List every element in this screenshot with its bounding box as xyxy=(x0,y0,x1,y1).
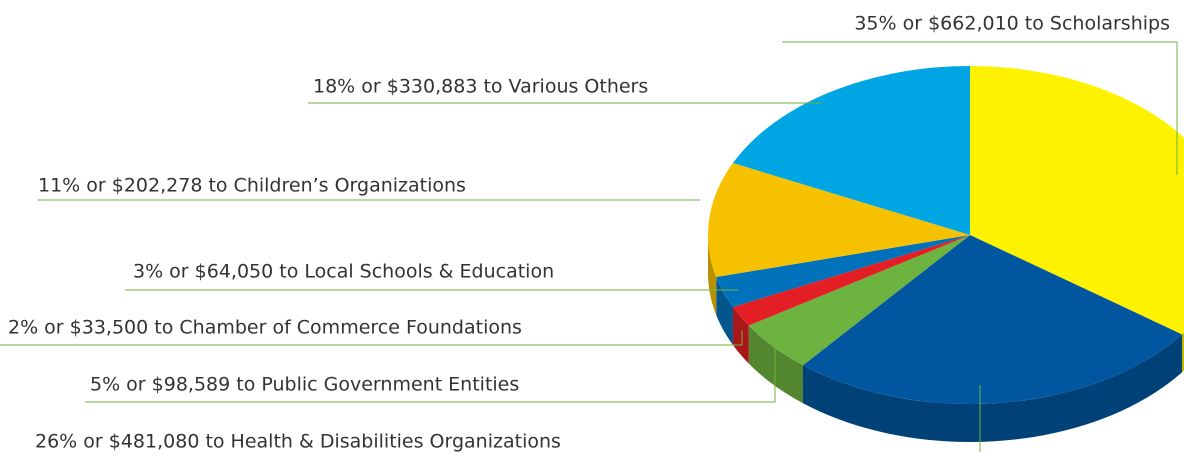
slice xyxy=(970,66,1184,335)
leader-line xyxy=(0,330,743,346)
slice xyxy=(716,235,970,307)
slice-side xyxy=(802,334,1182,442)
slice xyxy=(732,235,970,326)
slice-label: 11% or $202,278 to Children’s Organizati… xyxy=(38,175,466,197)
slice-side xyxy=(732,306,749,364)
slice-label: 2% or $33,500 to Chamber of Commerce Fou… xyxy=(8,317,522,339)
slice-side xyxy=(708,235,717,316)
slice-label: 26% or $481,080 to Health & Disabilities… xyxy=(35,431,561,453)
slice-label: 3% or $64,050 to Local Schools & Educati… xyxy=(133,261,554,283)
slice-side xyxy=(716,277,733,345)
slice xyxy=(802,235,1182,404)
slice-label: 35% or $662,010 to Scholarships xyxy=(854,13,1170,35)
slice xyxy=(732,65,970,235)
slice-side xyxy=(748,325,803,404)
slice xyxy=(748,235,970,366)
slice xyxy=(708,163,970,278)
leader-line xyxy=(782,41,1178,175)
slice-label: 18% or $330,883 to Various Others xyxy=(313,76,648,98)
leader-line xyxy=(85,345,776,403)
slice-side xyxy=(1181,332,1184,373)
slice-label: 5% or $98,589 to Public Government Entit… xyxy=(90,374,519,396)
